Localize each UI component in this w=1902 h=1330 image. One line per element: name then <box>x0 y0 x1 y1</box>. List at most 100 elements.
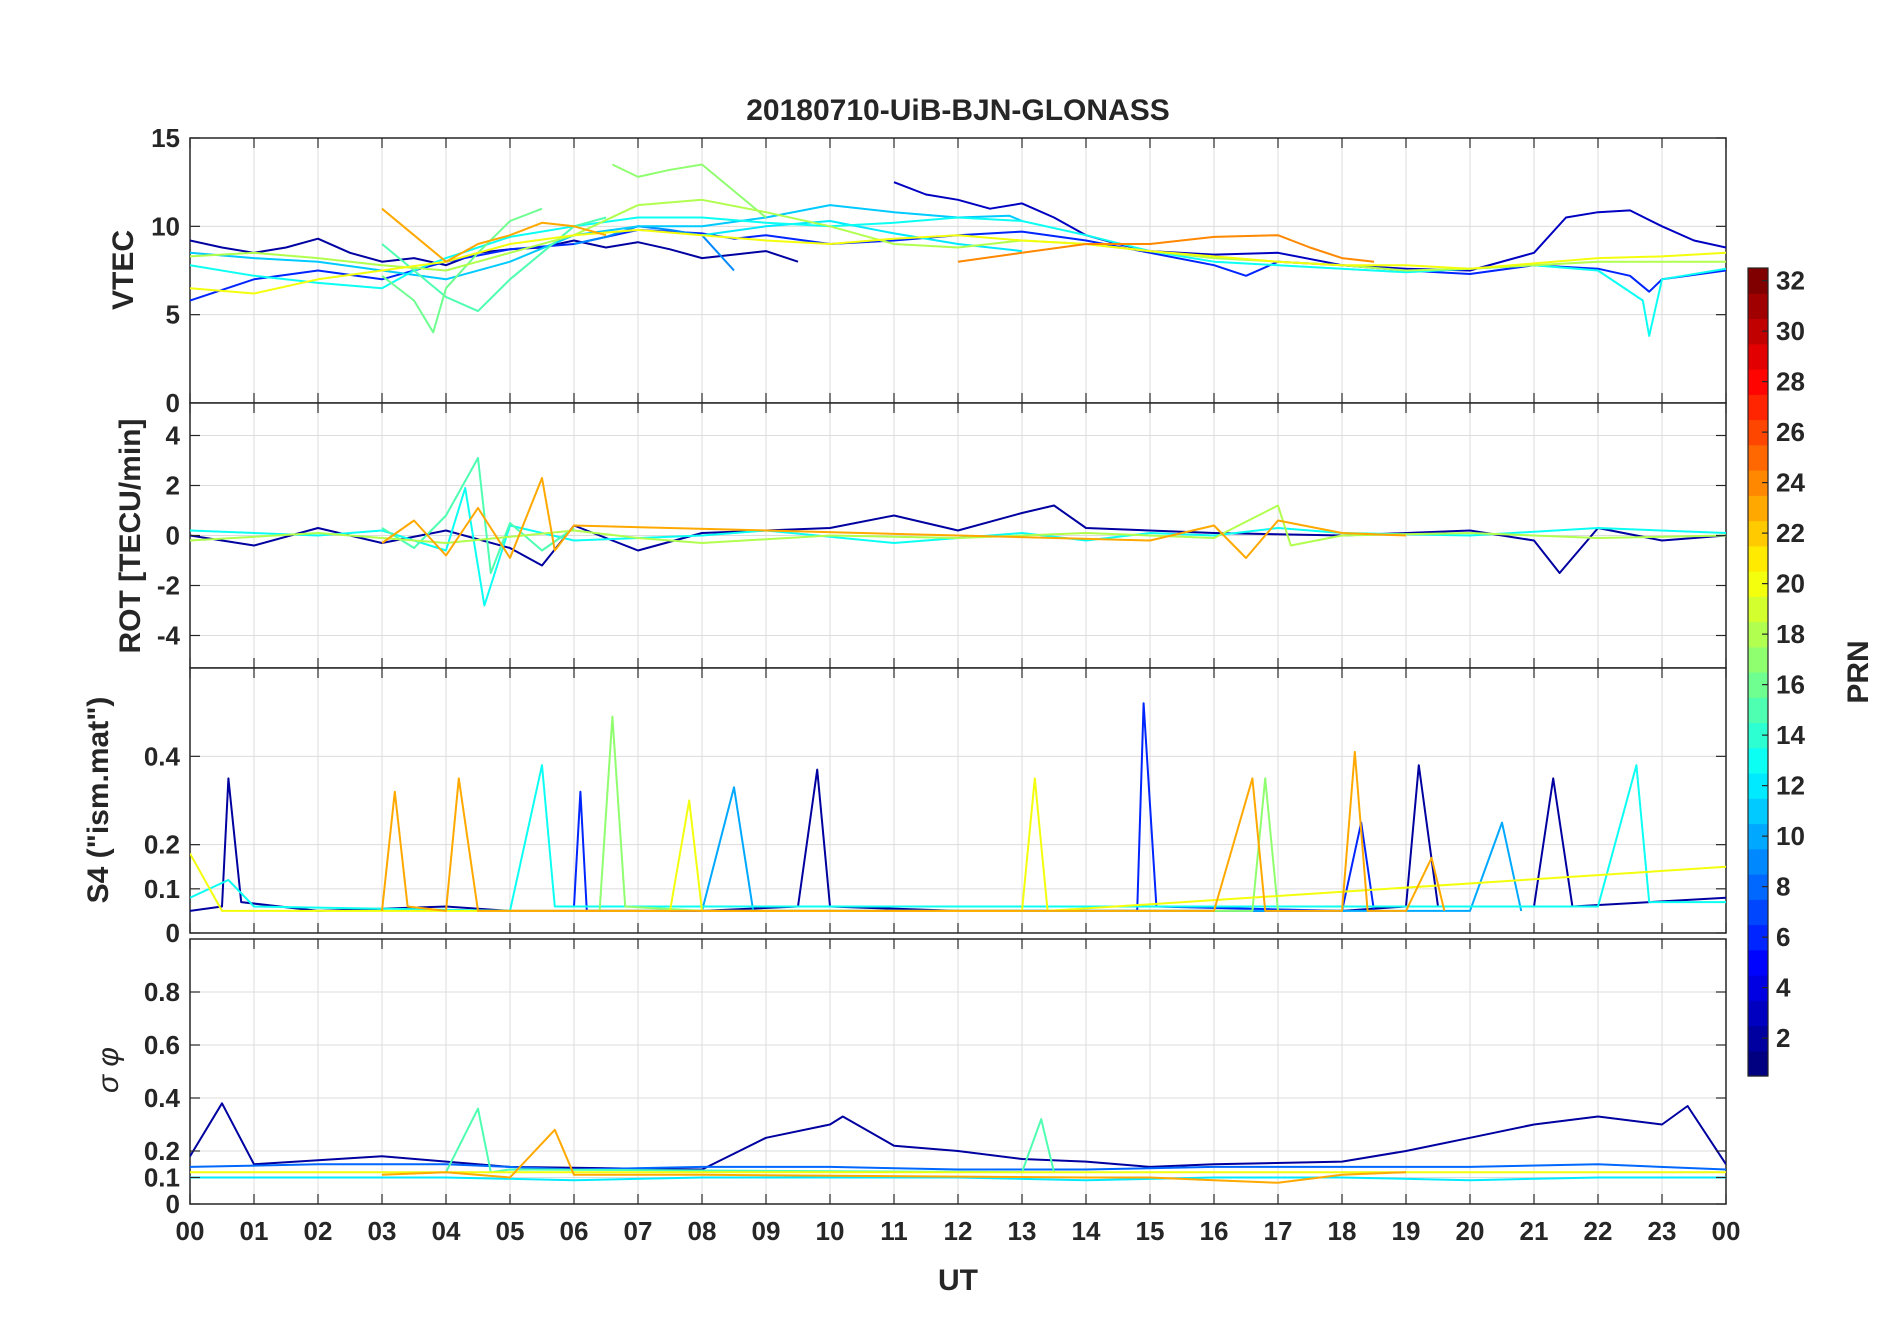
y-tick-label: -4 <box>157 621 181 651</box>
series-prn-12 <box>701 220 1023 253</box>
x-tick-label: 07 <box>624 1216 653 1246</box>
x-tick-label: 08 <box>688 1216 717 1246</box>
series-prn-13 <box>190 487 1726 607</box>
series-prn-11 <box>190 204 1023 281</box>
colorbar-band-prn-9 <box>1748 848 1768 875</box>
colorbar-band-prn-20 <box>1748 571 1768 597</box>
y-tick-label: 4 <box>166 421 181 451</box>
colorbar-band-prn-11 <box>1748 798 1768 825</box>
rot-ylabel: ROT [TECU/min] <box>114 419 147 654</box>
sigma-phi-ylabel: σ φ <box>92 1047 125 1093</box>
x-tick-label: 14 <box>1072 1216 1101 1246</box>
series-prn-17 <box>611 163 767 219</box>
x-tick-label: 21 <box>1520 1216 1549 1246</box>
colorbar-band-prn-18 <box>1748 621 1768 648</box>
series-prn-2 <box>190 1102 1726 1171</box>
y-tick-label: -2 <box>157 571 180 601</box>
x-tick-label: 19 <box>1392 1216 1421 1246</box>
colorbar-band-prn-5 <box>1748 949 1768 976</box>
series-prn-18 <box>190 504 1726 547</box>
series-prn-16 <box>381 207 543 334</box>
colorbar-band-prn-29 <box>1748 343 1768 370</box>
x-tick-label: 13 <box>1008 1216 1037 1246</box>
colorbar-band-prn-14 <box>1748 722 1768 749</box>
panel-s4-grid <box>190 668 1726 933</box>
colorbar-frame <box>1747 267 1769 1077</box>
series-prn-15 <box>445 1107 1055 1174</box>
x-tick-label: 00 <box>1712 1216 1741 1246</box>
colorbar-tick-label: 18 <box>1776 619 1805 649</box>
x-tick-label: 11 <box>880 1216 908 1246</box>
y-tick-label: 5 <box>166 300 180 330</box>
x-tick-label: 09 <box>752 1216 781 1246</box>
series-prn-15 <box>381 216 607 313</box>
series-prn-13 <box>190 764 1726 912</box>
x-tick-label: 23 <box>1648 1216 1677 1246</box>
vtec-ylabel: VTEC <box>107 230 140 310</box>
colorbar-tick-label: 16 <box>1776 670 1805 700</box>
colorbar-band-prn-26 <box>1748 419 1768 446</box>
s4-ylabel: S4 ("ism.mat") <box>82 697 115 904</box>
y-tick-label: 0.2 <box>144 1136 180 1166</box>
colorbar-band-prn-12 <box>1748 773 1768 799</box>
colorbar-band-prn-19 <box>1748 596 1768 623</box>
colorbar-tick-label: 10 <box>1776 821 1805 851</box>
series-prn-9 <box>573 225 735 272</box>
colorbar-tick-label: 2 <box>1776 1023 1790 1053</box>
x-tick-label: 04 <box>432 1216 461 1246</box>
x-tick-label: 02 <box>304 1216 333 1246</box>
colorbar-tick-label: 12 <box>1776 771 1805 801</box>
y-tick-label: 0 <box>166 521 180 551</box>
panel-sigma-phi: 00.10.2 0.4 0.6 0.8 σ φ <box>92 938 1727 1219</box>
y-tick-label: 10 <box>151 211 180 241</box>
colorbar-band-prn-30 <box>1748 318 1768 345</box>
colorbar-band-prn-31 <box>1748 293 1768 320</box>
colorbar-tick-label: 20 <box>1776 569 1805 599</box>
colorbar-tick-label: 4 <box>1776 973 1791 1003</box>
panel-rot-ticks: -4 -2 0 2 4 <box>157 403 1727 668</box>
x-tick-label: 20 <box>1456 1216 1485 1246</box>
y-tick-label: 15 <box>151 123 180 153</box>
colorbar-band-prn-4 <box>1748 975 1768 1001</box>
colorbar-band-prn-2 <box>1748 1025 1768 1052</box>
y-tick-label: 0 <box>166 388 180 418</box>
x-tick-label: 22 <box>1584 1216 1613 1246</box>
panel-vtec: 0 5 10 15 VTEC <box>107 123 1727 418</box>
chart-title: 20180710-UiB-BJN-GLONASS <box>746 94 1169 127</box>
panel-vtec-ticks: 0 5 10 15 <box>151 123 1727 418</box>
series-prn-23 <box>381 477 1407 559</box>
panel-rot-series <box>190 457 1726 607</box>
panel-sigma-phi-series <box>190 1102 1726 1184</box>
x-tick-label: 06 <box>560 1216 589 1246</box>
series-prn-23 <box>381 750 1446 912</box>
y-tick-label: 0.1 <box>144 874 180 904</box>
y-tick-label: 0.2 <box>144 830 180 860</box>
colorbar-tick-label: 8 <box>1776 872 1790 902</box>
x-tick-label: 15 <box>1136 1216 1165 1246</box>
x-tick-label: 05 <box>496 1216 525 1246</box>
x-tick-label: 16 <box>1200 1216 1229 1246</box>
series-prn-24 <box>957 234 1375 263</box>
y-tick-label: 2 <box>166 471 180 501</box>
colorbar-tick-label: 6 <box>1776 922 1790 952</box>
y-tick-label: 0.1 <box>144 1163 180 1193</box>
x-tick-labels: 00 01 02 03 04 05 06 07 08 09 10 11 12 13 14 15 16 17 18 19… <box>176 1216 1741 1246</box>
y-tick-label: 0.8 <box>144 977 180 1007</box>
x-axis-label: UT <box>938 1264 978 1297</box>
colorbar-band-prn-10 <box>1748 823 1768 850</box>
x-tick-label: 18 <box>1328 1216 1357 1246</box>
colorbar-tick-label: 30 <box>1776 316 1805 346</box>
y-tick-label: 0.4 <box>144 1083 181 1113</box>
series-prn-15 <box>381 457 575 574</box>
colorbar-label: PRN <box>1842 640 1875 703</box>
series-prn-23 <box>381 207 607 263</box>
colorbar-tick-label: 26 <box>1776 417 1805 447</box>
colorbar-tick-label: 22 <box>1776 518 1805 548</box>
colorbar-band-prn-21 <box>1748 545 1768 572</box>
colorbar-band-prn-13 <box>1748 747 1768 774</box>
x-tick-label: 01 <box>240 1216 269 1246</box>
y-tick-label: 0.4 <box>144 741 181 771</box>
series-prn-6 <box>573 702 1375 912</box>
